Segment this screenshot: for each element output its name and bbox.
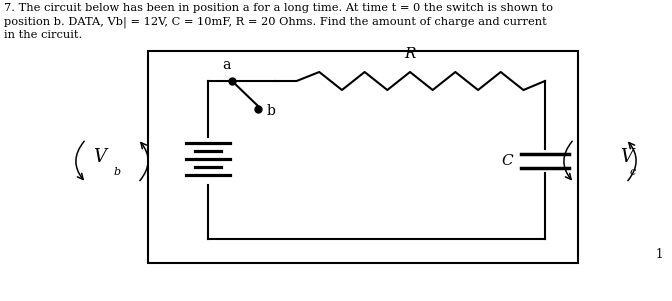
Text: b: b xyxy=(114,167,121,177)
Text: c: c xyxy=(630,167,636,177)
Text: a: a xyxy=(222,58,230,72)
Text: R: R xyxy=(405,47,416,61)
Text: in the circuit.: in the circuit. xyxy=(4,30,82,40)
Text: V: V xyxy=(93,148,106,166)
Text: 7. The circuit below has been in position a for a long time. At time t = 0 the s: 7. The circuit below has been in positio… xyxy=(4,3,553,13)
Text: C: C xyxy=(501,154,513,168)
Text: V: V xyxy=(620,148,633,166)
Bar xyxy=(148,51,578,263)
Text: 1: 1 xyxy=(656,248,663,261)
Text: position b. DATA, Vb| = 12V, C = 10mF, R = 20 Ohms. Find the amount of charge an: position b. DATA, Vb| = 12V, C = 10mF, R… xyxy=(4,17,547,28)
Text: b: b xyxy=(267,104,276,118)
